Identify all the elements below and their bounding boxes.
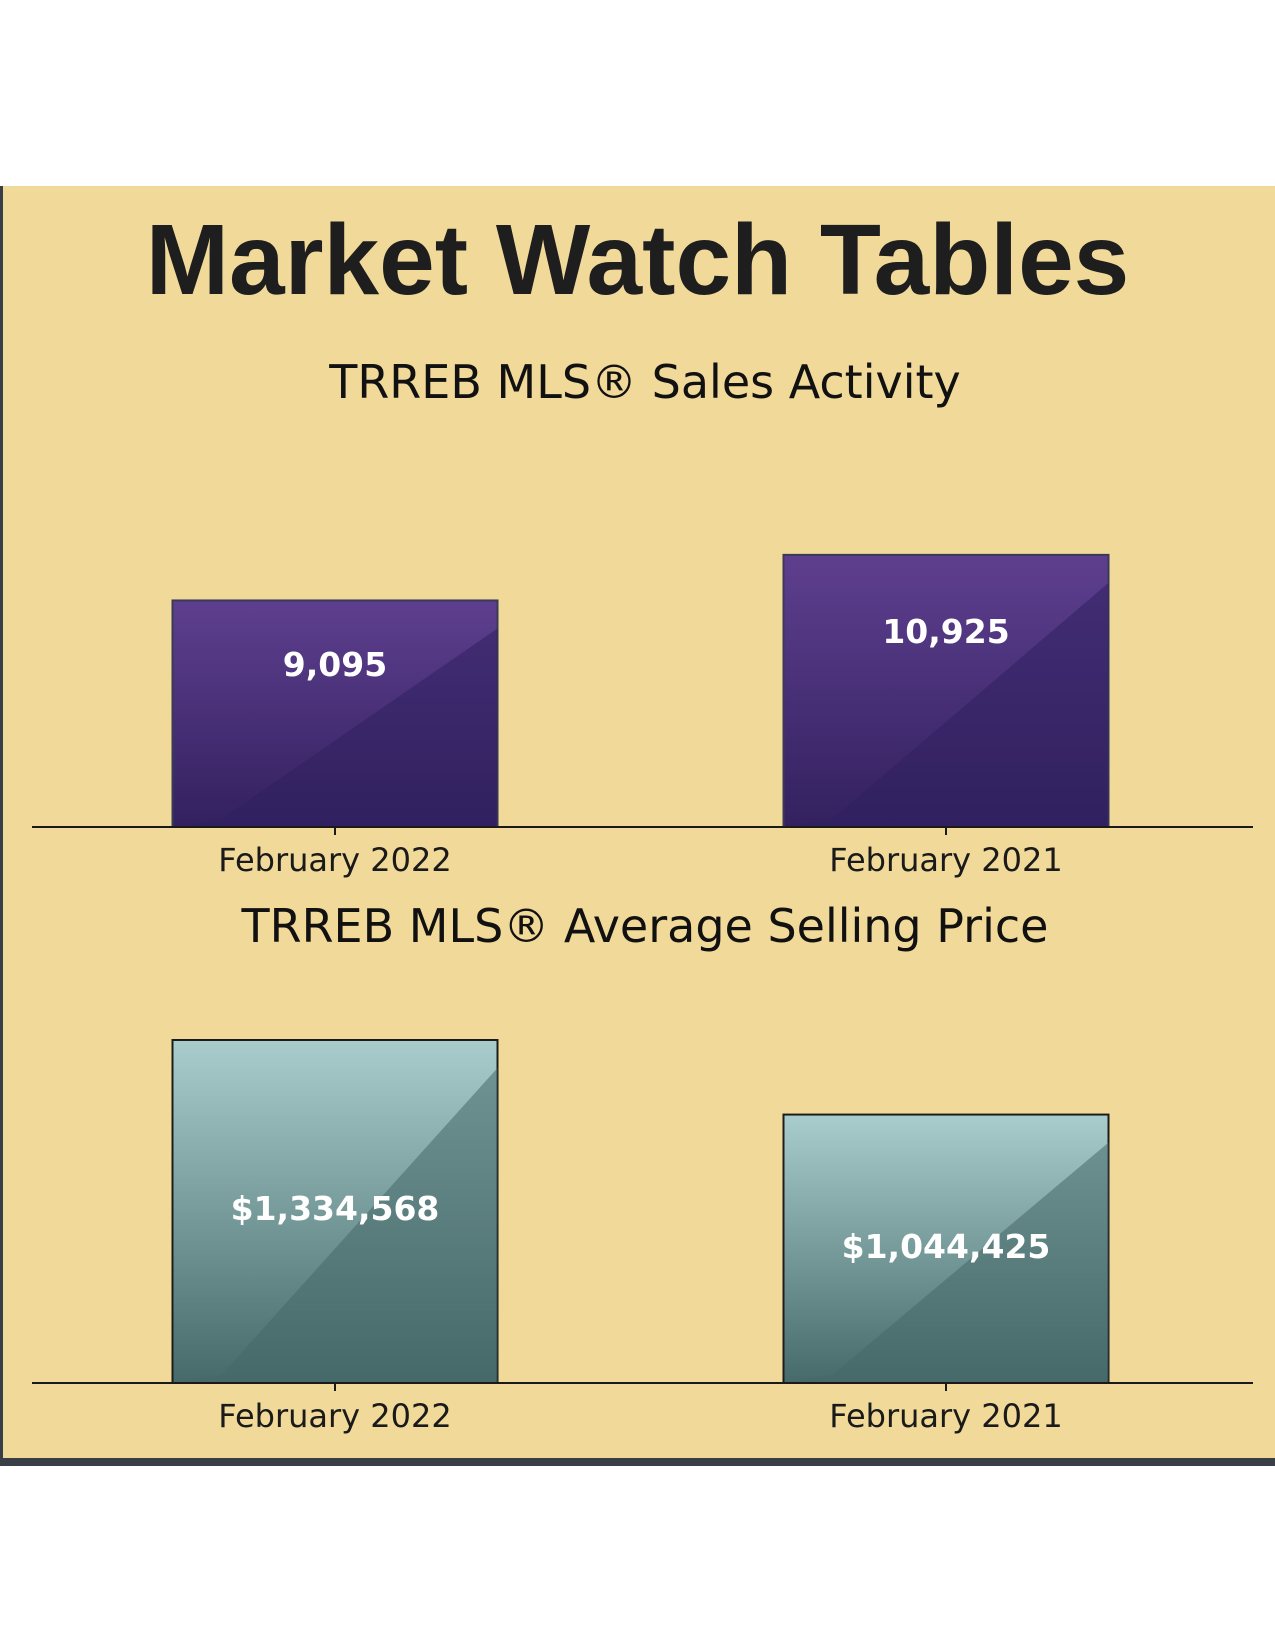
chart-title: TRREB MLS® Sales Activity: [328, 355, 961, 409]
chart-title: TRREB MLS® Average Selling Price: [241, 899, 1049, 953]
bar-shading: [172, 628, 498, 827]
x-tick-group: February 2022 February 2021: [218, 827, 1063, 879]
x-tick-label: February 2022: [218, 841, 451, 879]
x-tick-label: February 2022: [218, 1397, 451, 1435]
x-tick-label: February 2021: [829, 841, 1062, 879]
bar-shading: [783, 1142, 1109, 1383]
sales-activity-chart: TRREB MLS® Sales Activity 9,095 10,925 Fe…: [32, 355, 1253, 879]
bar-group: $1,334,568 $1,044,425: [171, 1039, 1110, 1385]
bar-value-label: $1,044,425: [842, 1227, 1051, 1266]
x-tick-group: February 2022 February 2021: [218, 1383, 1063, 1435]
average-selling-price-chart: TRREB MLS® Average Selling Price $1,334,…: [32, 899, 1253, 1435]
bar-value-label: 9,095: [283, 645, 387, 684]
x-tick-label: February 2021: [829, 1397, 1062, 1435]
page-title: Market Watch Tables: [145, 204, 1130, 316]
bar-value-label: $1,334,568: [231, 1189, 440, 1228]
bar-group: 9,095 10,925: [171, 553, 1110, 828]
bar-shading: [783, 582, 1109, 827]
bar-value-label: 10,925: [882, 612, 1009, 651]
bar-shading: [172, 1068, 498, 1383]
